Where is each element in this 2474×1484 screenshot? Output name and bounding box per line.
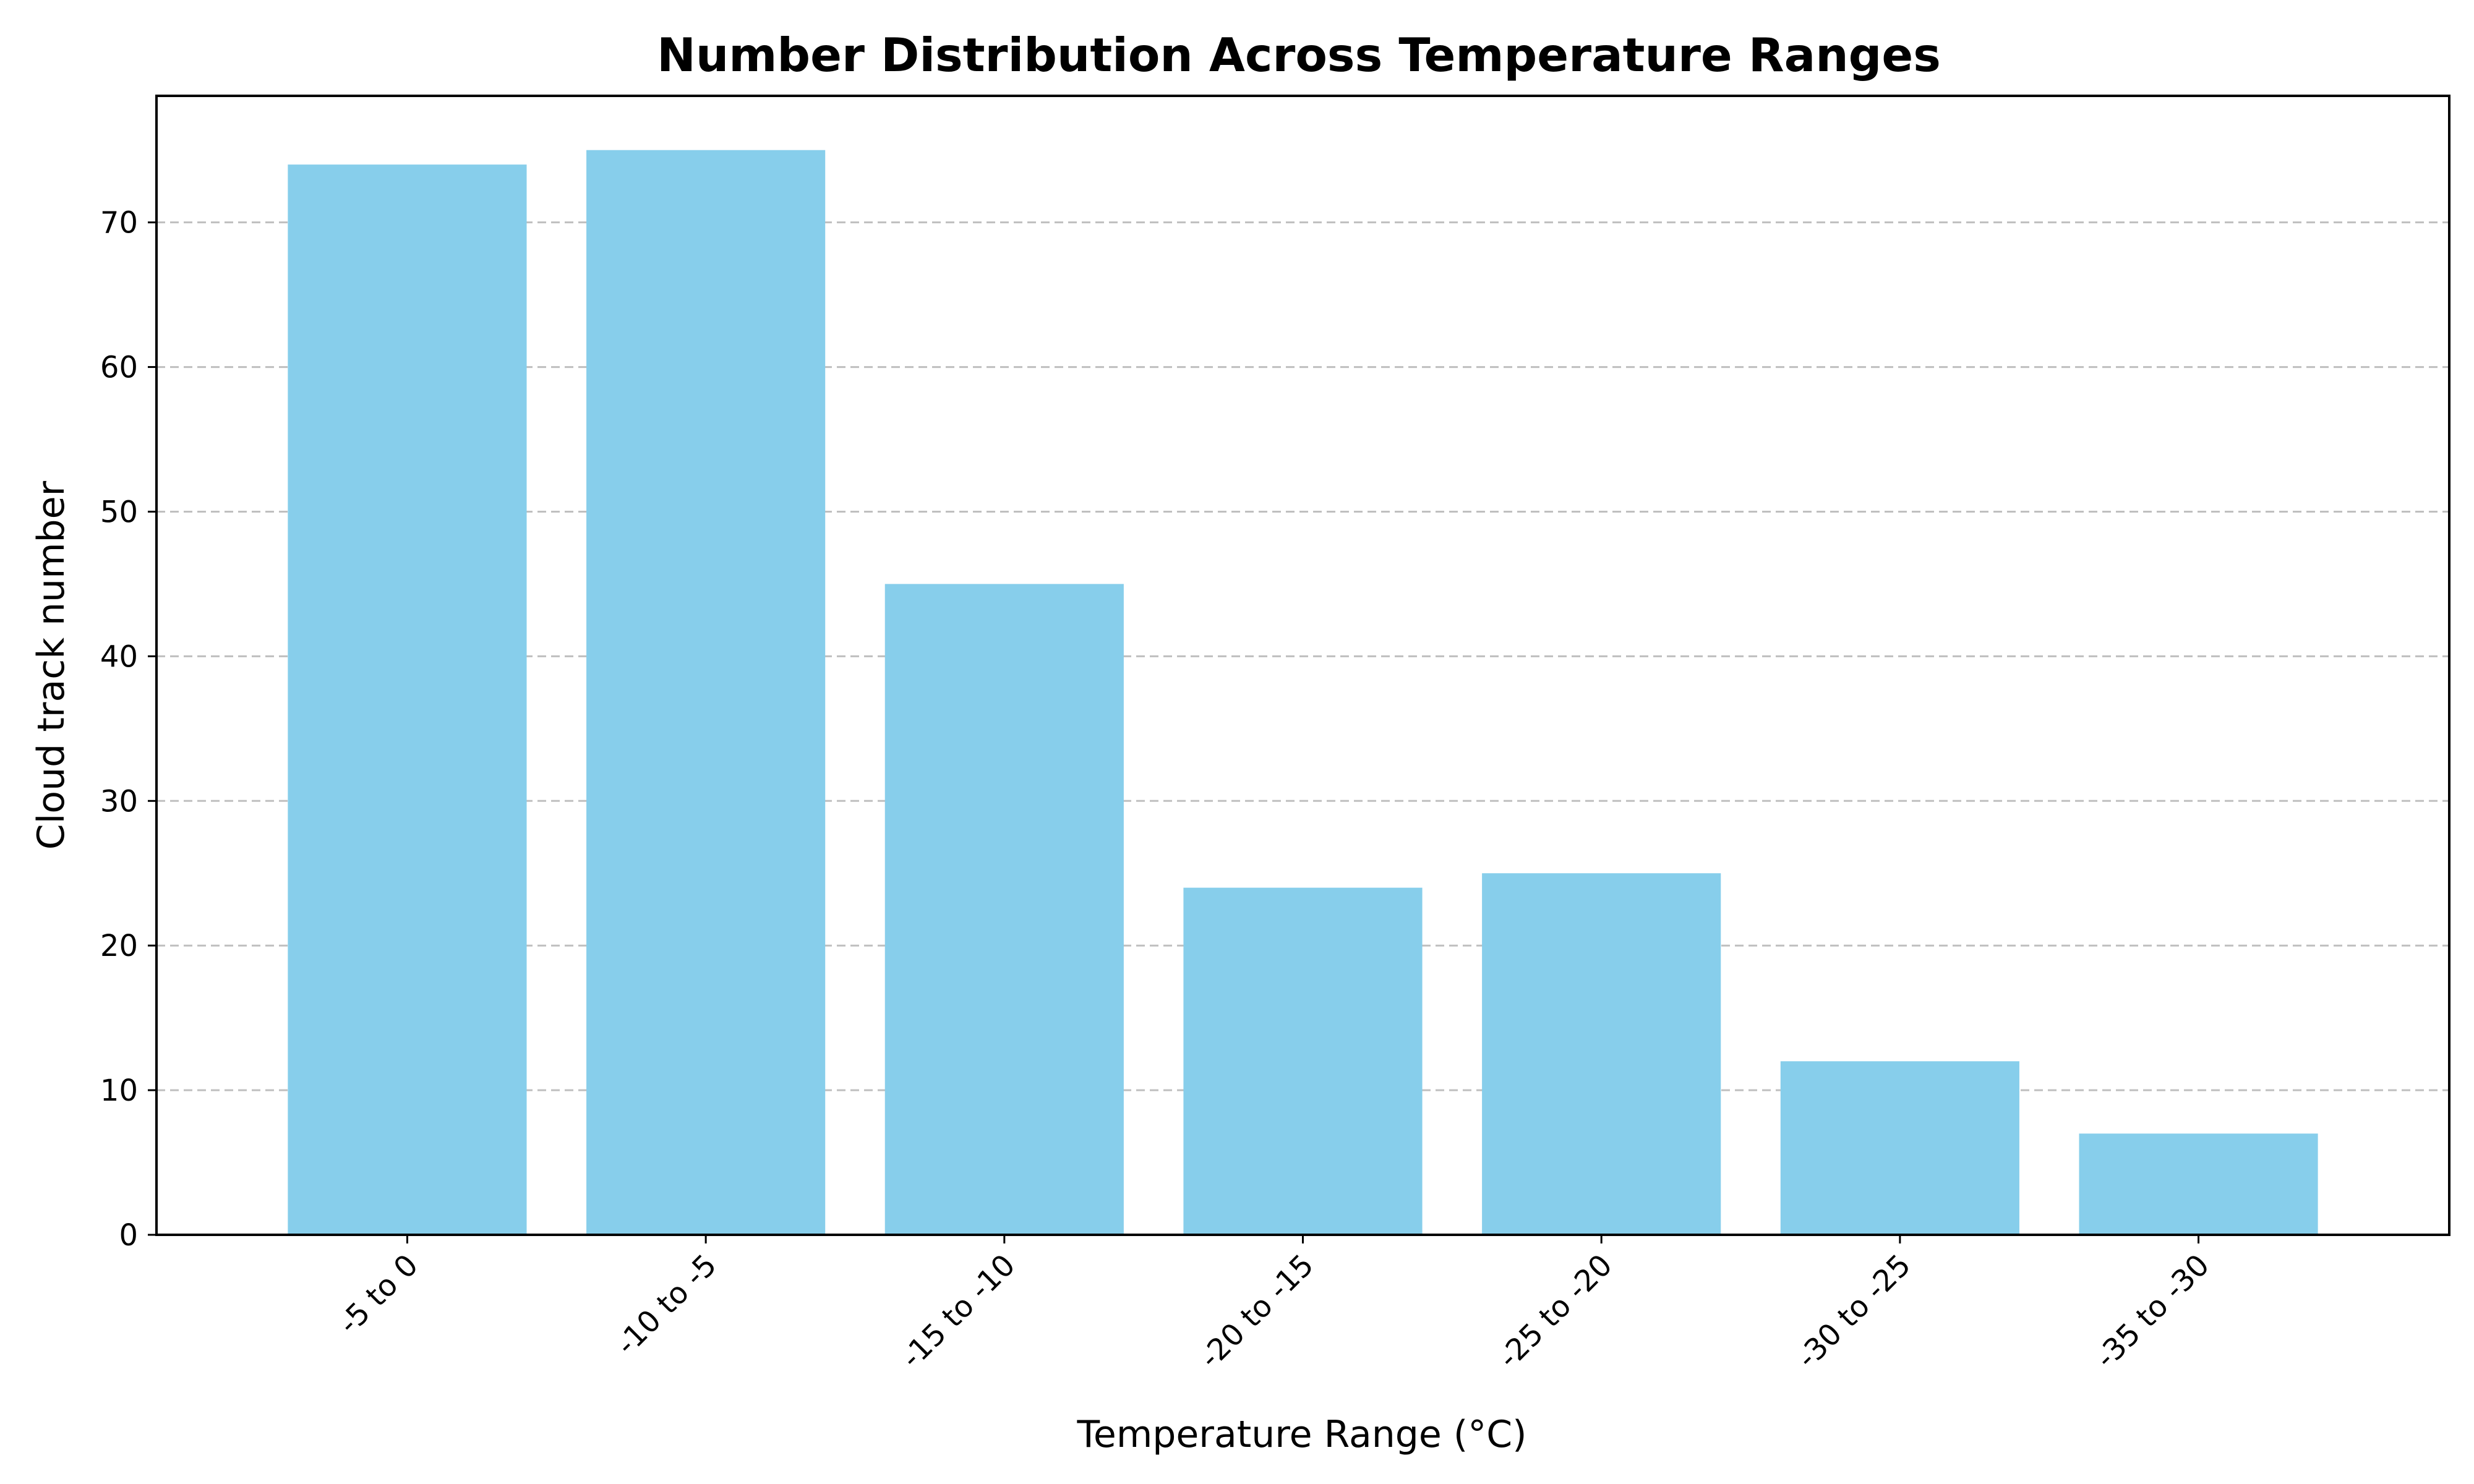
bars xyxy=(288,150,2318,1235)
y-tick-label: 30 xyxy=(100,784,138,819)
x-axis-ticks: -5 to 0 -10 to -5 -15 to -10 -20 to -15 -25 … xyxy=(332,1235,2216,1375)
x-tick-label: -25 to -20 xyxy=(1492,1248,1619,1375)
y-axis-label: Cloud track number xyxy=(30,480,73,850)
bar xyxy=(288,164,527,1235)
bar xyxy=(1780,1061,2019,1235)
y-tick-label: 70 xyxy=(100,206,138,241)
bar xyxy=(884,584,1124,1235)
grid-lines xyxy=(156,221,2449,1091)
y-tick-label: 50 xyxy=(100,495,138,529)
y-tick-label: 10 xyxy=(100,1073,138,1108)
y-tick-label: 60 xyxy=(100,351,138,385)
y-axis-ticks: 0 10 20 30 40 50 60 70 xyxy=(100,206,156,1253)
bar xyxy=(1482,873,1721,1235)
bar xyxy=(586,150,826,1235)
bar xyxy=(1183,887,1423,1235)
x-tick-label: -15 to -10 xyxy=(894,1248,1022,1375)
x-axis-label: Temperature Range (°C) xyxy=(1076,1413,1526,1456)
x-tick-label: -35 to -30 xyxy=(2089,1248,2216,1375)
y-tick-label: 40 xyxy=(100,639,138,674)
y-tick-label: 0 xyxy=(119,1218,138,1253)
bar xyxy=(2079,1133,2318,1235)
x-tick-label: -30 to -25 xyxy=(1790,1248,1917,1375)
y-tick-label: 20 xyxy=(100,929,138,963)
chart-title: Number Distribution Across Temperature R… xyxy=(657,28,1941,82)
x-tick-label: -5 to 0 xyxy=(332,1248,425,1341)
x-tick-label: -20 to -15 xyxy=(1193,1248,1320,1375)
x-tick-label: -10 to -5 xyxy=(609,1248,724,1362)
